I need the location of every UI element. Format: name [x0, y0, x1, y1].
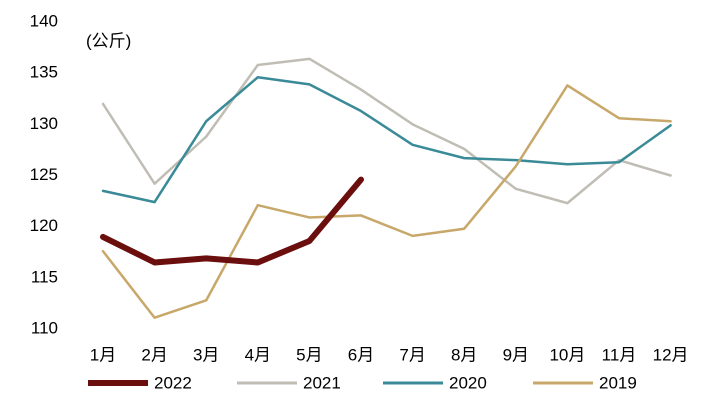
- y-tick-label: 135: [30, 63, 58, 82]
- y-tick-label: 115: [31, 267, 58, 286]
- x-tick-label: 9月: [503, 345, 529, 364]
- legend-label: 2022: [154, 373, 192, 392]
- x-tick-label: 4月: [245, 345, 271, 364]
- y-tick-label: 110: [31, 318, 58, 337]
- legend-label: 2019: [599, 373, 637, 392]
- y-tick-label: 130: [30, 114, 58, 133]
- x-tick-label: 2月: [141, 345, 167, 364]
- y-tick-label: 125: [30, 165, 58, 184]
- x-tick-label: 10月: [549, 345, 585, 364]
- line-series: [101, 57, 672, 205]
- line-series: [100, 176, 364, 266]
- x-tick-label: 8月: [451, 345, 477, 364]
- legend-label: 2020: [449, 373, 487, 392]
- y-tick-label: 120: [30, 216, 58, 235]
- x-tick-label: 5月: [296, 345, 322, 364]
- line-series: [101, 76, 672, 204]
- x-tick-label: 11月: [602, 345, 637, 364]
- x-tick-label: 12月: [653, 345, 689, 364]
- y-tick-label: 140: [30, 11, 58, 30]
- line-series: [101, 84, 672, 319]
- x-tick-label: 3月: [193, 345, 219, 364]
- legend-label: 2021: [303, 373, 341, 392]
- unit-label: (公斤): [86, 31, 131, 50]
- x-tick-label: 6月: [348, 345, 374, 364]
- x-tick-label: 1月: [90, 345, 116, 364]
- x-tick-label: 7月: [399, 345, 425, 364]
